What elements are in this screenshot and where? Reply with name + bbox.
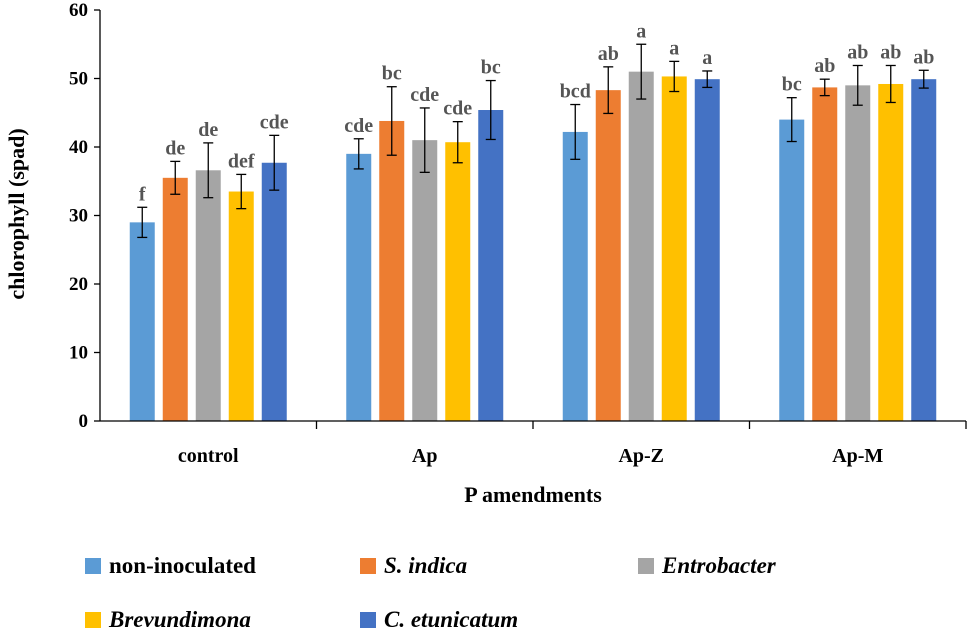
significance-letter: bcd (560, 81, 591, 103)
significance-letter: cde (260, 111, 289, 133)
bar (162, 177, 188, 421)
bar (628, 71, 654, 422)
significance-letter: a (669, 37, 679, 59)
bar (779, 119, 805, 421)
legend-item-entrobacter: Entrobacter (638, 553, 776, 579)
significance-letter: ab (913, 46, 934, 68)
significance-letter: bc (382, 63, 402, 85)
significance-letter: ab (598, 43, 619, 65)
axes-layer: control Ap Ap-Z Ap-M 0 10 20 30 40 50 60 (69, 0, 967, 467)
y-axis-title: chlorophyll (spad) (4, 128, 29, 299)
bar (812, 87, 838, 421)
significance-letter: a (702, 47, 712, 69)
x-axis-title: P amendments (464, 482, 602, 507)
significance-letter: de (198, 119, 218, 141)
bar (129, 222, 155, 421)
legend-swatch (638, 558, 654, 574)
legend-label: Entrobacter (662, 553, 776, 578)
significance-letter: de (165, 137, 185, 159)
y-tick-label: 10 (69, 343, 88, 364)
y-tick-label: 60 (69, 0, 88, 21)
error-bars-layer (137, 43, 929, 239)
bar (595, 90, 621, 422)
significance-letter: cde (344, 115, 373, 137)
x-tick-label: control (178, 445, 239, 467)
legend-label: non-inoculated (109, 553, 256, 578)
bar (911, 79, 937, 421)
y-tick-label: 50 (69, 69, 88, 90)
significance-letter: cde (443, 98, 472, 120)
significance-letter: bc (481, 57, 501, 79)
legend-item-non-inoculated: non-inoculated (85, 553, 256, 579)
significance-letter: f (139, 183, 146, 205)
bar (661, 76, 687, 421)
legend-item-brevundimona: Brevundimona (85, 607, 251, 633)
legend-item-s-indica: S. indica (360, 553, 467, 579)
legend-label: Brevundimona (109, 607, 251, 632)
bars-layer (129, 71, 937, 422)
bar (845, 85, 871, 421)
x-tick-label: Ap-M (832, 445, 883, 467)
significance-letter: def (228, 150, 255, 172)
legend-label: C. etunicatum (384, 607, 519, 632)
bar (878, 83, 904, 421)
significance-letter: ab (814, 55, 835, 77)
y-tick-label: 40 (69, 137, 88, 158)
bar (379, 120, 405, 421)
x-tick-label: Ap-Z (618, 445, 664, 467)
significance-letter: ab (847, 41, 868, 63)
legend-swatch (85, 612, 101, 628)
significance-letter: ab (880, 41, 901, 63)
legend-swatch (85, 558, 101, 574)
bar (412, 140, 438, 421)
legend-swatch (360, 612, 376, 628)
bar (195, 170, 221, 421)
bar (478, 110, 504, 421)
significance-letter: cde (410, 84, 439, 106)
bar (562, 131, 588, 421)
legend-item-c-etunicatum: C. etunicatum (360, 607, 518, 633)
legend-label: S. indica (384, 553, 468, 578)
legend-swatch (360, 558, 376, 574)
y-tick-label: 20 (69, 274, 88, 295)
y-tick-label: 30 (69, 206, 88, 227)
bar (346, 153, 372, 421)
bar (261, 162, 287, 421)
significance-letter: bc (782, 74, 802, 96)
y-tick-label: 0 (79, 411, 89, 432)
x-tick-label: Ap (412, 445, 438, 467)
bar (228, 191, 254, 421)
bar (694, 79, 720, 421)
bar (445, 142, 471, 421)
significance-letter: a (636, 20, 646, 42)
